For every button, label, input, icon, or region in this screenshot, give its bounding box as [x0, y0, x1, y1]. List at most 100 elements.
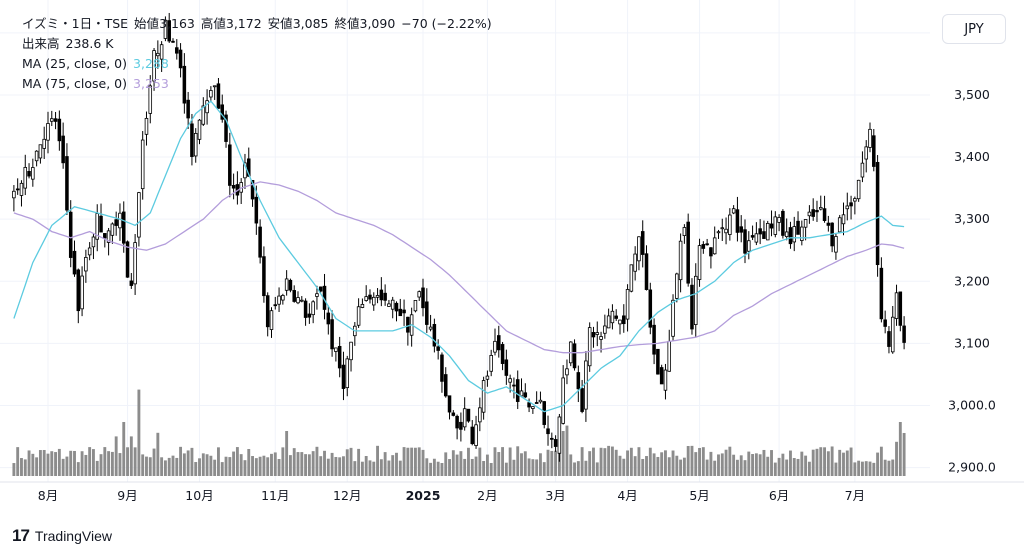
volume-bar	[887, 460, 891, 476]
candle-body	[481, 380, 486, 413]
volume-bar	[239, 454, 243, 476]
x-tick-label: 7月	[845, 488, 865, 503]
volume-bar	[296, 452, 300, 476]
candle-body	[890, 316, 895, 353]
volume-bar	[436, 461, 440, 476]
candle-body	[845, 205, 850, 210]
volume-bar	[167, 457, 171, 476]
candle-body	[398, 308, 403, 317]
volume-bar	[713, 460, 717, 476]
candle-body	[762, 231, 766, 239]
volume-bar	[599, 447, 603, 476]
volume-bar	[512, 459, 516, 476]
volume-bar	[709, 451, 713, 476]
volume-bar	[201, 453, 205, 476]
candle-body	[610, 310, 615, 324]
volume-bar	[12, 463, 16, 476]
candle-body	[27, 170, 31, 177]
y-tick-label: 3,300	[954, 211, 990, 226]
volume-bar	[410, 447, 414, 476]
volume-bar	[383, 452, 387, 476]
candle-body	[197, 119, 202, 140]
candle-body	[156, 52, 160, 57]
volume-bar	[307, 454, 311, 476]
volume-bar	[228, 457, 232, 476]
volume-bar	[360, 461, 364, 476]
volume-bar	[777, 457, 781, 476]
currency-button[interactable]: JPY	[942, 14, 1006, 44]
volume-bar	[254, 458, 258, 476]
volume-bar	[76, 462, 80, 476]
candle-body	[182, 65, 187, 104]
y-tick-label: 2,900.0	[948, 460, 996, 475]
volume-bar	[65, 456, 69, 476]
candle-body	[887, 331, 891, 347]
candle-body	[273, 304, 278, 307]
candle-body	[584, 360, 588, 410]
volume-bar	[425, 458, 429, 476]
candle-body	[406, 316, 410, 333]
candle-body	[667, 340, 672, 372]
volume-bar	[175, 457, 179, 476]
candle-body	[765, 222, 770, 241]
candle-body	[784, 231, 789, 238]
y-tick-label: 3,200	[954, 273, 990, 288]
volume-bar	[747, 451, 751, 476]
x-tick-label: 2025	[406, 488, 441, 503]
volume-bar	[618, 455, 622, 476]
candle-body	[87, 247, 92, 256]
candle-body	[504, 359, 509, 376]
candle-body	[443, 374, 448, 397]
candle-body	[497, 335, 501, 351]
candle-body	[606, 315, 611, 329]
ma25-row[interactable]: MA (25, close, 0) 3,288	[22, 54, 492, 74]
candle-body	[262, 256, 266, 297]
volume-bar	[497, 452, 501, 476]
volume-bar	[781, 453, 785, 476]
volume-bar	[682, 457, 686, 476]
candle-body	[61, 135, 65, 164]
candle-body	[137, 192, 141, 238]
candle-body	[603, 325, 607, 334]
volume-bar	[73, 450, 76, 476]
volume-bar	[61, 458, 65, 476]
volume-bar	[266, 457, 270, 476]
candle-body	[754, 233, 759, 243]
candle-body	[318, 286, 323, 292]
candle-body	[531, 406, 535, 409]
volume-bar	[607, 445, 611, 476]
high-label: 高値	[200, 16, 226, 31]
volume-bar	[546, 449, 550, 476]
candle-body	[281, 295, 285, 301]
volume-bar	[251, 456, 254, 476]
open-value: 3,163	[159, 16, 195, 31]
volume-bar	[179, 446, 183, 476]
volume-bar	[842, 452, 845, 476]
candle-body	[303, 300, 308, 318]
volume-bar	[891, 459, 895, 476]
candle-body	[402, 309, 406, 314]
candle-body	[735, 209, 740, 233]
volume-bar	[838, 449, 842, 476]
candle-body	[512, 384, 516, 387]
volume-bar	[281, 447, 285, 476]
tradingview-branding[interactable]: 17 TradingView	[12, 526, 112, 546]
symbol-title[interactable]: イズミ・1日・TSE	[22, 16, 129, 31]
candle-body	[712, 237, 717, 255]
candle-body	[648, 289, 653, 328]
volume-bar	[57, 448, 61, 476]
candle-body	[425, 301, 429, 325]
candle-body	[110, 223, 115, 236]
candle-body	[224, 114, 228, 142]
change-value: −70 (−2.22%)	[401, 16, 492, 31]
candle-body	[53, 118, 58, 122]
volume-bar	[717, 454, 720, 476]
volume-bar	[451, 450, 455, 476]
volume-bar	[849, 447, 853, 476]
ma75-row[interactable]: MA (75, close, 0) 3,253	[22, 74, 492, 94]
candle-body	[508, 378, 512, 383]
candle-body	[12, 190, 16, 199]
candle-body	[167, 20, 171, 42]
volume-bar	[205, 454, 209, 476]
